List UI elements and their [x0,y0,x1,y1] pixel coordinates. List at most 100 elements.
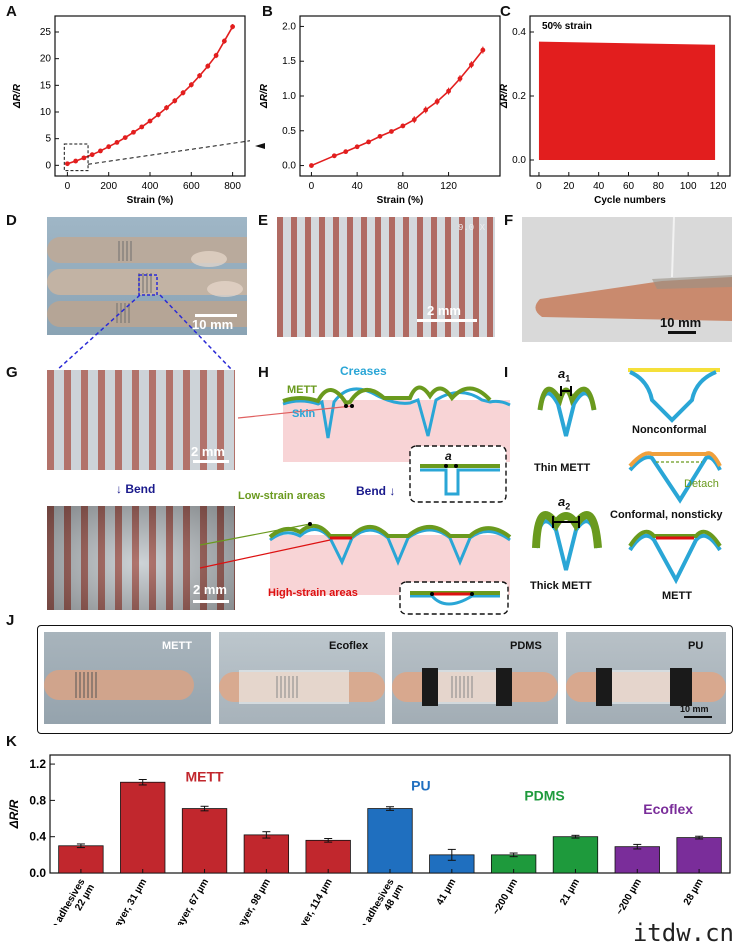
label-mett-i: METT [662,590,692,602]
panel-letter-a: A [6,3,17,20]
y-axis-label: ΔR/R [7,799,21,829]
y-tick-label: 0.0 [282,161,296,172]
data-point [457,76,463,82]
data-point [98,148,103,154]
finger-pdms-illustration [392,668,558,706]
data-point [389,129,394,134]
panel-letter-b: B [262,3,273,20]
scale-bar-j [684,716,712,718]
group-label: PU [411,777,430,793]
scale-label-d: 10 mm [192,317,234,332]
y-tick-label: 0.8 [29,793,46,807]
label-j-pdms: PDMS [510,640,542,652]
x-tick-label: 40 [593,181,605,192]
y-tick-label: 5 [45,134,51,145]
x-tick-label-line: ~200 µm [491,877,521,917]
label-low-strain: Low-strain areas [238,490,326,502]
zoom-arrow-head [255,143,265,149]
data-point [434,99,440,104]
x-tick-label: 400 [142,181,159,192]
x-tick-label: 0 [65,181,71,192]
y-tick-label: 20 [40,54,52,65]
x-tick-label: 600 [183,181,200,192]
x-tick-label: 80 [397,181,409,192]
y-tick-label: 1.0 [282,91,296,102]
zoom-arrow-line [87,140,250,165]
data-point [106,144,112,150]
y-tick-label: 25 [40,27,52,38]
cycling-band [538,41,716,160]
panel-letter-h: H [258,364,269,381]
bend-arrow-g: ↓ Bend [116,482,155,496]
scale-bar-f [668,331,696,334]
label-detach: Detach [684,478,719,490]
x-tick-label: 60 [623,181,635,192]
magnification-label: 9.0 X [457,223,485,233]
data-point [73,158,79,164]
y-axis-label: ΔR/R [259,83,270,109]
chart-c-cycling-test: 0 20 40 60 80 100 120 0.0 0.2 0.4 Cycle numbers ΔR/… [499,15,731,206]
x-axis-label: Cycle numbers [594,195,666,206]
chart-b-low-strain-response: 0 40 80 120 0.0 0.5 1.0 1.5 2.0 Strain (%) ΔR/R [255,15,501,206]
x-tick-label-line: 21 µm [558,877,582,907]
data-point [423,107,429,113]
label-a1: a1 [558,366,570,384]
y-tick-label: 0.0 [512,155,526,166]
finger-pu-illustration [566,668,726,706]
y-tick-label: 0.4 [512,27,526,38]
photo-j-mett: METT [44,632,211,724]
data-point [205,63,211,69]
x-tick-label: 200 [100,181,117,192]
label-creases: Creases [340,364,387,378]
x-tick-label: 120 [440,181,457,192]
label-j-pu: PU [688,640,704,652]
panel-letter-d: D [6,212,17,229]
data-point [221,38,227,44]
y-tick-label: 1.5 [282,56,296,67]
data-point [188,82,194,88]
finger-ecoflex-illustration [219,670,385,704]
data-point [147,118,153,124]
photo-j-pdms: PDMS [392,632,558,724]
data-point [309,163,314,168]
chart-k-bar-comparison: 0.0 0.4 0.8 1.2 ΔR/R No adhesives22 µm 1-layer… [7,754,731,925]
finger-side-illustration [535,217,732,321]
y-tick-label: 0.5 [282,126,296,137]
x-tick-label: No adhesives22 µm [46,877,98,925]
x-tick-label-line: 1-layer, 31 µm [107,877,149,925]
group-label: METT [185,768,224,784]
group-label: PDMS [524,787,564,803]
data-point [89,152,95,158]
y-axis-label: ΔR/R [499,83,510,109]
data-point [180,90,186,96]
scale-label-g-top: 2 mm [191,444,225,459]
data-point [400,123,406,129]
x-tick-label: 40 [352,181,364,192]
bar [676,837,722,874]
x-axis-label: Strain (%) [127,195,174,206]
scale-bar-g-bottom [193,600,229,603]
label-a2-sub: 2 [565,501,571,512]
x-tick-label: 7-layer, 114 µm [290,877,335,925]
data-point [343,149,349,155]
scale-bar-d [195,314,237,317]
data-point [139,124,145,130]
label-skin: Skin [292,408,316,420]
x-tick-label-line: 5-layer, 98 µm [231,877,273,925]
x-tick-label: 0 [536,181,542,192]
scale-label-g-bottom: 2 mm [193,582,227,597]
y-tick-label: 0.4 [29,830,46,844]
data-point [81,155,87,161]
photo-d-fingers: 10 mm [47,217,247,335]
photo-j-pu: PU 10 mm [566,632,726,724]
bend-label-h: Bend [356,484,386,498]
y-tick-label: 0 [45,160,51,171]
bar [614,846,660,874]
y-tick-label: 10 [40,107,52,118]
label-a1-letter: a [558,366,566,381]
label-thick-mett: Thick METT [530,580,592,592]
scale-label-f: 10 mm [660,315,702,330]
x-tick-label: With adhesives48 µm [351,877,407,925]
x-tick-label: ~200 µm [614,877,644,917]
x-tick-label: 3-layer, 67 µm [169,877,211,925]
